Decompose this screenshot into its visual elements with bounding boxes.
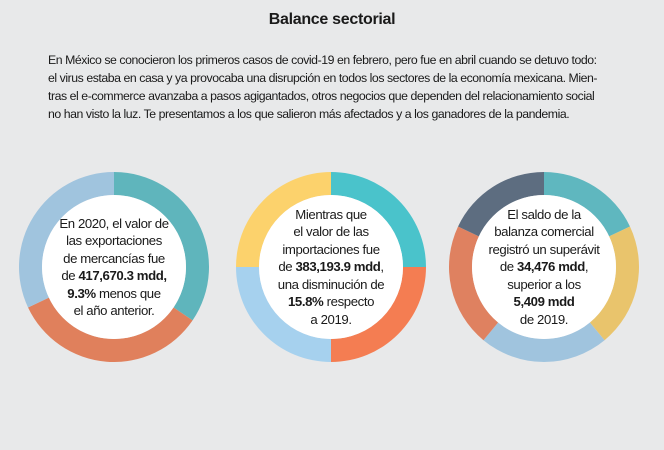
ring-segment-1 [589,226,639,341]
donut-importaciones: Mientras que el valor de las importaciones… [236,172,426,362]
text-segment: importaciones fue [282,241,380,257]
donut-text-line: de 34,476 mdd, [499,258,589,276]
text-segment: el año anterior. [73,303,155,318]
ring-segment-1 [331,267,426,362]
ring-segment-1 [28,297,193,362]
highlight-value: 417,670.3 mdd, [78,268,167,283]
text-segment: , [584,259,589,275]
ring-segment-3 [236,172,331,267]
donut-ring [236,172,426,362]
page-title: Balance sectorial [268,11,396,28]
inner-circle [472,195,616,339]
ring-segment-0 [114,172,209,321]
text-segment: de 2019. [519,311,569,327]
donut-text-line: 15.8% respecto [288,293,374,311]
text-segment: superior a los [507,276,581,292]
highlight-value: 15.8% [287,294,324,310]
text-segment: En 2020, el valor de [59,215,169,231]
donut-text-line: de mercancías fue [63,250,165,268]
inner-circle [42,195,186,339]
text-segment: a 2019. [310,311,352,327]
donut-exportaciones: En 2020, el valor de las exportaciones de … [19,172,209,362]
donut-text: Mientras que el valor de las importaciones… [236,172,426,362]
donut-text-line: el año anterior. [74,302,155,320]
donut-balanza: El saldo de la balanza comercial registró … [449,172,639,362]
donut-text-line: En 2020, el valor de [59,215,169,233]
highlight-value: 5,409 mdd [513,294,575,310]
donut-ring [19,172,209,362]
text-segment: , [380,259,384,275]
text-segment: de mercancías fue [63,250,165,266]
inner-circle [259,195,403,339]
highlight-value: 34,476 mdd [517,259,585,275]
donut-text-line: Mientras que [295,206,367,224]
donut-ring [449,172,639,362]
intro-line: no han visto la luz. Te presentamos a lo… [48,107,570,121]
donut-text-line: una disminución de [277,276,385,294]
donut-text-line: de 383,193.9 mdd, [278,258,384,276]
donut-text-line: 5,409 mdd [514,293,575,311]
text-segment: de [499,259,518,275]
text-segment: el valor de las [293,224,369,240]
donut-text-line: de 417,670.3 mdd, [61,267,167,285]
text-segment: respecto [323,294,375,310]
ring-segment-0 [331,172,426,267]
donut-text-line: registró un superávit [488,241,599,259]
donut-text: En 2020, el valor de las exportaciones de … [19,172,209,362]
intro-paragraph: En México se conocieron los primeros cas… [48,51,658,123]
donut-text-line: las exportaciones [66,232,162,250]
text-segment: El saldo de la [507,206,581,222]
donut-text-line: 9.3% menos que [67,285,161,303]
highlight-value: 9.3% [67,285,96,301]
donut-text-line: El saldo de la [507,206,581,224]
text-segment: de [61,268,79,283]
text-segment: menos que [95,285,161,301]
donut-text: El saldo de la balanza comercial registró … [449,172,639,362]
ring-segment-4 [458,172,544,237]
intro-line: tras el e-commerce avanzaba a pasos agig… [48,89,595,103]
ring-segment-3 [449,226,499,341]
text-segment: Mientras que [295,206,367,222]
text-segment: las exportaciones [66,233,162,248]
intro-line: el virus estaba en casa y ya provocaba u… [48,71,598,85]
donut-text-line: superior a los [507,276,581,294]
donut-text-line: de 2019. [519,311,569,329]
ring-segment-2 [236,267,331,362]
donut-text-line: balanza comercial [494,223,594,241]
ring-segment-2 [19,172,114,308]
text-segment: registró un superávit [488,241,600,257]
text-segment: balanza comercial [494,224,594,240]
ring-segment-2 [483,322,605,362]
text-segment: de [278,259,296,275]
text-segment: una disminución de [277,276,385,292]
ring-segment-0 [544,172,630,237]
donut-text-line: a 2019. [310,311,352,329]
donut-text-line: importaciones fue [282,241,380,259]
highlight-value: 383,193.9 mdd [295,259,381,275]
donut-text-line: el valor de las [293,223,369,241]
intro-line: En México se conocieron los primeros cas… [48,53,597,67]
